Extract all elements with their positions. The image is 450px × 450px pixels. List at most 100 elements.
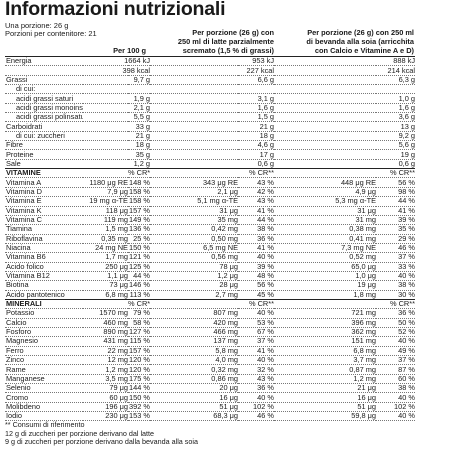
spacer xyxy=(83,168,128,179)
minerals-row: Calcio 460 mg 58 % 420 mg 53 % 396 mg 50 % xyxy=(5,318,416,328)
value-milk-portion: 21 g xyxy=(150,121,275,132)
value-per-100g: 1,7 mg xyxy=(83,252,128,263)
cr-soy-portion: 40 % xyxy=(376,392,416,403)
value-soy-portion: 5,6 g xyxy=(274,140,416,151)
value-milk-portion: 0,32 mg xyxy=(150,364,239,375)
cr-per-100g: 149 % xyxy=(128,215,151,226)
cr-soy-portion: 38 % xyxy=(376,383,416,394)
value-milk-portion: 78 μg xyxy=(150,262,239,272)
value-milk-portion: 17 g xyxy=(150,149,275,160)
nutrient-label: acidi grassi polinsaturi xyxy=(5,112,83,123)
value-soy-portion: 9,2 g xyxy=(274,131,416,142)
nutrient-label: Acido pantotenico xyxy=(5,290,83,300)
cr-header: % CR** xyxy=(238,168,275,179)
header-per-100g: Per 100 g xyxy=(113,46,146,55)
macro-row: 398 kcal 227 kcal 214 kcal xyxy=(5,65,416,76)
value-milk-portion: 4,6 g xyxy=(150,140,275,151)
value-per-100g: 118 μg xyxy=(83,206,128,216)
value-soy-portion: 0,41 mg xyxy=(274,234,377,244)
nutrient-label: Proteine xyxy=(5,149,83,160)
cr-soy-portion: 40 % xyxy=(376,336,416,347)
vitamins-row: Riboflavina 0,35 mg 25 % 0,50 mg 36 % 0,41 mg… xyxy=(5,234,416,244)
footnote-line: ** Consumi di riferimento xyxy=(5,420,85,429)
minerals-row: Fosforo 890 mg 127 % 466 mg 67 % 362 mg 52 % xyxy=(5,327,416,338)
nutrient-label: Iodio xyxy=(5,411,83,422)
value-soy-portion: 1,0 μg xyxy=(274,271,377,282)
nutrient-label: Vitamina B6 xyxy=(5,252,83,263)
nutrient-label: Carboidrati xyxy=(5,121,83,132)
cr-milk-portion: 40 % xyxy=(238,355,275,366)
value-milk-portion: 28 μg xyxy=(150,280,239,291)
value-soy-portion: 16 μg xyxy=(274,392,377,403)
value-per-100g: 60 μg xyxy=(83,392,128,403)
cr-per-100g: 148 % xyxy=(128,177,151,188)
nutrient-label: Vitamina A xyxy=(5,177,83,188)
value-per-100g: 890 mg xyxy=(83,327,128,338)
cr-header: % CR** xyxy=(238,298,275,310)
header-soy-line1: Per porzione (26 g) con 250 ml xyxy=(307,28,414,37)
nutrient-label: Acido folico xyxy=(5,262,83,272)
cr-soy-portion: 50 % xyxy=(376,318,416,328)
value-per-100g: 230 μg xyxy=(83,411,128,422)
value-per-100g: 250 μg xyxy=(83,262,128,272)
minerals-header-row: MINERALI % CR** % CR** % CR** xyxy=(5,298,416,310)
value-milk-portion: 3,1 g xyxy=(150,93,275,104)
value-soy-portion: 7,3 mg NE xyxy=(274,243,377,254)
value-soy-portion: 31 mg xyxy=(274,215,377,226)
cr-milk-portion: 41 % xyxy=(238,243,275,254)
cr-soy-portion: 41 % xyxy=(376,206,416,216)
value-milk-portion xyxy=(150,84,275,95)
nutrient-label: Sale xyxy=(5,159,83,170)
cr-milk-portion: 48 % xyxy=(238,271,275,282)
minerals-row: Zinco 12 mg 120 % 4,0 mg 40 % 3,7 mg 37 % xyxy=(5,355,416,366)
value-milk-portion: 4,0 mg xyxy=(150,355,239,366)
spacer xyxy=(274,298,377,310)
cr-per-100g: 120 % xyxy=(128,355,151,366)
cr-soy-portion: 60 % xyxy=(376,374,416,385)
nutrient-label: Magnesio xyxy=(5,336,83,347)
value-soy-portion: 1,2 mg xyxy=(274,374,377,385)
macro-row: Proteine 35 g 17 g 19 g xyxy=(5,149,416,160)
value-per-100g: 0,35 mg xyxy=(83,234,128,244)
nutrient-label: Biotina xyxy=(5,280,83,291)
value-milk-portion: 16 μg xyxy=(150,392,239,403)
value-per-100g: 1,9 g xyxy=(83,93,151,104)
nutrient-label: acidi grassi monoinsaturi xyxy=(5,103,83,114)
header-milk-line2: 250 ml di latte parzialmente xyxy=(177,37,274,46)
value-soy-portion: 3,7 mg xyxy=(274,355,377,366)
cr-milk-portion: 40 % xyxy=(238,392,275,403)
value-milk-portion: 6,6 g xyxy=(150,75,275,86)
header-milk-line3: scremato (1,5 % di grassi) xyxy=(182,46,274,55)
value-soy-portion: 6,3 g xyxy=(274,75,416,86)
value-per-100g: 1,2 mg xyxy=(83,364,128,375)
cr-milk-portion: 43 % xyxy=(238,374,275,385)
cr-milk-portion: 38 % xyxy=(238,224,275,235)
header-milk-line1: Per porzione (26 g) con xyxy=(192,28,274,37)
footnote-line: 9 g di zuccheri per porzione derivano da… xyxy=(5,437,198,446)
nutrition-table: Energia 1664 kJ 953 kJ 888 kJ 398 kcal 227 kc… xyxy=(5,57,416,422)
value-milk-portion: 227 kcal xyxy=(150,65,275,76)
nutrient-label: Vitamina D xyxy=(5,187,83,198)
macro-row: Grassi 9,7 g 6,6 g 6,3 g xyxy=(5,75,416,86)
value-soy-portion: 3,6 g xyxy=(274,112,416,123)
value-per-100g: 6,8 mg xyxy=(83,290,128,300)
cr-per-100g: 150 % xyxy=(128,392,151,403)
minerals-row: Manganese 3,5 mg 175 % 0,86 mg 43 % 1,2 mg 60 … xyxy=(5,374,416,385)
value-milk-portion: 953 kJ xyxy=(150,57,275,67)
value-per-100g: 33 g xyxy=(83,121,151,132)
value-milk-portion: 5,1 mg α-TE xyxy=(150,196,239,207)
nutrient-label: Niacina xyxy=(5,243,83,254)
value-per-100g: 73 μg xyxy=(83,280,128,291)
value-soy-portion: 0,6 g xyxy=(274,159,416,170)
cr-soy-portion: 37 % xyxy=(376,355,416,366)
header-milk-portion: Per porzione (26 g) con 250 ml di latte … xyxy=(150,28,274,55)
footnote-line: 12 g di zuccheri per porzione derivano d… xyxy=(5,428,155,438)
value-milk-portion: 0,6 g xyxy=(150,159,275,170)
cr-soy-portion: 87 % xyxy=(376,364,416,375)
value-soy-portion: 362 mg xyxy=(274,327,377,338)
macro-row: Sale 1,2 g 0,6 g 0,6 g xyxy=(5,159,416,170)
value-soy-portion: 19 g xyxy=(274,149,416,160)
nutrient-label: Rame xyxy=(5,364,83,375)
cr-per-100g: 120 % xyxy=(128,364,151,375)
section-heading: VITAMINE xyxy=(5,168,83,179)
